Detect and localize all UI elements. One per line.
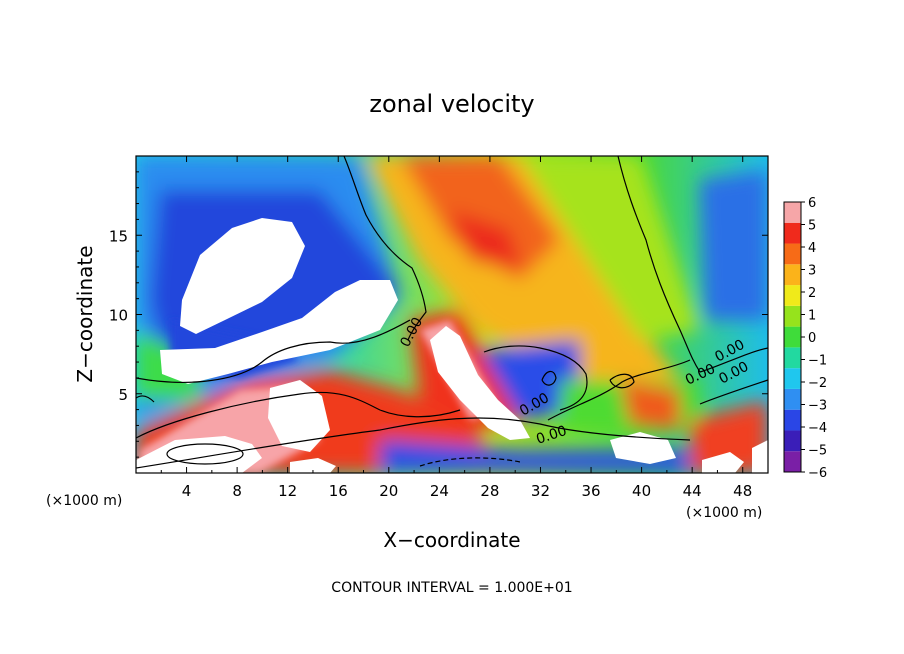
contour-lines — [136, 156, 768, 469]
saturated-region-upper-left — [180, 218, 305, 334]
colorbar-swatch — [784, 264, 801, 286]
colorbar-swatch — [784, 222, 801, 244]
x-tick-label: 16 — [329, 482, 348, 500]
colorbar-tick-label: −6 — [808, 466, 827, 481]
x-tick-label: 4 — [182, 482, 192, 500]
colorbar-tick-label: −3 — [808, 399, 827, 414]
saturated-region-center — [430, 326, 530, 440]
colorbar-tick-label: 2 — [808, 286, 816, 301]
colorbar-swatch — [784, 326, 801, 348]
x-tick-label: 48 — [733, 482, 752, 500]
x-tick-label: 8 — [232, 482, 242, 500]
colorbar-tick-label: 4 — [808, 241, 816, 256]
colorbar-swatch — [784, 202, 801, 223]
colorbar-swatch — [784, 409, 801, 431]
saturated-region-mid-left — [160, 280, 398, 384]
contour-interval-footer: CONTOUR INTERVAL = 1.000E+01 — [331, 580, 572, 596]
x-tick-label: 40 — [632, 482, 651, 500]
colorbar-swatch — [784, 368, 801, 389]
colorbar-swatch — [784, 430, 801, 452]
y-tick-label: 5 — [118, 386, 128, 404]
velocity-field: 0.00 0.00 0.00 0.00 0.00 0.00 — [136, 156, 768, 473]
colorbar-swatch — [784, 285, 801, 306]
x-tick-label: 44 — [683, 482, 702, 500]
colorbar-tick-label: 6 — [808, 196, 816, 211]
x-tick-label: 12 — [278, 482, 297, 500]
x-axis-unit-left: (×1000 m) — [46, 493, 122, 509]
colorbar: 6 5 4 3 2 1 0 −1 −2 −3 −4 −5 −6 — [783, 196, 827, 481]
colorbar-swatch — [784, 243, 801, 265]
x-tick-label: 32 — [531, 482, 550, 500]
colorbar-tick-label: 0 — [808, 331, 816, 346]
colorbar-tick-label: 5 — [808, 219, 816, 234]
colorbar-swatch — [784, 388, 801, 410]
colorbar-tick-label: −5 — [808, 444, 827, 459]
x-tick-label: 28 — [480, 482, 499, 500]
y-tick-label: 10 — [109, 307, 128, 325]
x-tick-label: 20 — [379, 482, 398, 500]
colorbar-tick-label: −4 — [808, 421, 827, 436]
colorbar-tick-label: 3 — [808, 264, 816, 279]
colorbar-tick-label: 1 — [808, 309, 816, 324]
y-axis-label: Z−coordinate — [73, 245, 97, 382]
x-axis-unit-right: (×1000 m) — [686, 505, 762, 521]
colorbar-swatch — [784, 451, 801, 472]
x-tick-label: 36 — [581, 482, 600, 500]
x-axis-label: X−coordinate — [383, 528, 520, 552]
chart-title: zonal velocity — [369, 90, 534, 118]
colorbar-tick-label: −2 — [808, 376, 827, 391]
saturated-region-lower-left — [136, 436, 262, 473]
colorbar-tick-label: −1 — [808, 354, 827, 369]
colorbar-swatch — [784, 305, 801, 327]
x-axis: 4 8 12 16 20 24 28 32 36 40 44 48 — [160, 156, 752, 500]
colorbar-swatch — [784, 347, 801, 369]
y-tick-label: 15 — [109, 227, 128, 245]
y-axis: 5 10 15 — [109, 171, 768, 458]
x-tick-label: 24 — [430, 482, 449, 500]
